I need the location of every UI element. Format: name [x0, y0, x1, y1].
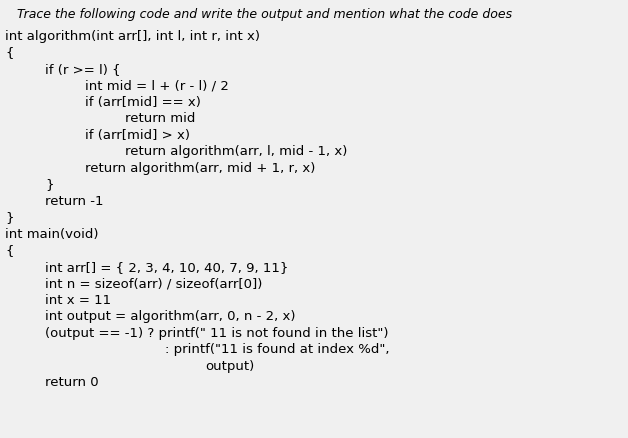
Text: return mid: return mid: [125, 112, 195, 125]
Text: int mid = l + (r - l) / 2: int mid = l + (r - l) / 2: [85, 79, 229, 92]
Text: int x = 11: int x = 11: [45, 293, 111, 306]
Text: }: }: [5, 211, 13, 224]
Text: return 0: return 0: [45, 376, 99, 389]
Text: return algorithm(arr, mid + 1, r, x): return algorithm(arr, mid + 1, r, x): [85, 162, 315, 175]
Text: int main(void): int main(void): [5, 227, 99, 240]
Text: {: {: [5, 46, 13, 60]
Text: int arr[] = { 2, 3, 4, 10, 40, 7, 9, 11}: int arr[] = { 2, 3, 4, 10, 40, 7, 9, 11}: [45, 261, 288, 273]
Text: if (arr[mid] == x): if (arr[mid] == x): [85, 96, 201, 109]
Text: if (arr[mid] > x): if (arr[mid] > x): [85, 129, 190, 141]
Text: {: {: [5, 244, 13, 257]
Text: output): output): [205, 359, 254, 372]
Text: : printf("11 is found at index %d",: : printf("11 is found at index %d",: [165, 343, 389, 356]
Text: int algorithm(int arr[], int l, int r, int x): int algorithm(int arr[], int l, int r, i…: [5, 30, 260, 43]
Text: int n = sizeof(arr) / sizeof(arr[0]): int n = sizeof(arr) / sizeof(arr[0]): [45, 277, 263, 290]
Text: return -1: return -1: [45, 194, 104, 208]
Text: Trace the following code and write the output and mention what the code does: Trace the following code and write the o…: [5, 8, 512, 21]
Text: int output = algorithm(arr, 0, n - 2, x): int output = algorithm(arr, 0, n - 2, x): [45, 310, 296, 323]
Text: }: }: [45, 178, 53, 191]
Text: if (r >= l) {: if (r >= l) {: [45, 63, 121, 76]
Text: return algorithm(arr, l, mid - 1, x): return algorithm(arr, l, mid - 1, x): [125, 145, 347, 158]
Text: (output == -1) ? printf(" 11 is not found in the list"): (output == -1) ? printf(" 11 is not foun…: [45, 326, 389, 339]
